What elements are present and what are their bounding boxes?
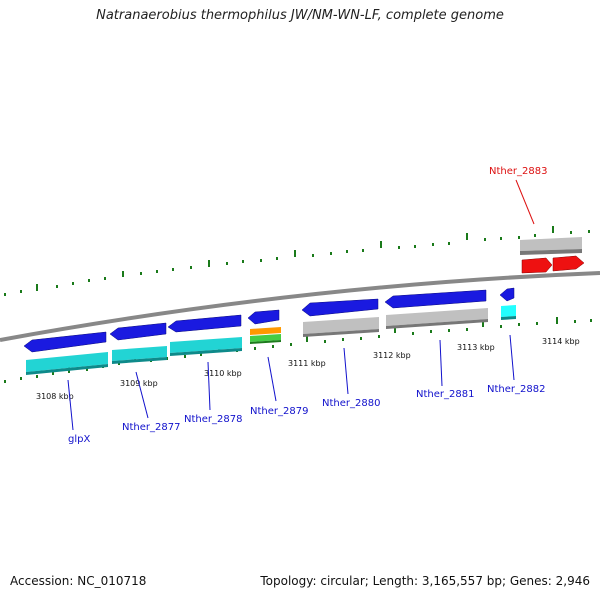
gene-arrow-nther-2881[interactable] bbox=[384, 289, 487, 309]
category-bar-nther-2877 bbox=[112, 346, 167, 361]
topology-text: Topology: circular; Length: 3,165,557 bp… bbox=[260, 574, 590, 588]
page-title: Natranaerobius thermophilus JW/NM-WN-LF,… bbox=[96, 8, 504, 23]
category-bar-nther-2879-orange bbox=[250, 327, 281, 335]
tick-label: 3114 kbp bbox=[542, 337, 580, 346]
forward-gene-group bbox=[520, 237, 585, 274]
category-bar-nther-2881 bbox=[386, 308, 488, 326]
lower-tick-track bbox=[4, 317, 592, 383]
upper-tick-track bbox=[4, 226, 590, 296]
genome-backbone bbox=[0, 271, 600, 342]
gene-label-nther-2883[interactable]: Nther_2883 bbox=[489, 166, 547, 177]
gene-arrow-nther-2880[interactable] bbox=[301, 298, 379, 317]
gene-arrow-glpX[interactable] bbox=[23, 331, 107, 353]
gene-label-nther-2879[interactable]: Nther_2879 bbox=[250, 406, 308, 417]
gene-arrow-nther-2883-b[interactable] bbox=[552, 255, 585, 272]
category-bar-nther-2883 bbox=[520, 237, 582, 251]
tick-label: 3108 kbp bbox=[36, 392, 74, 401]
cds-blue-track bbox=[23, 287, 515, 353]
gene-label-nther-2881[interactable]: Nther_2881 bbox=[416, 389, 474, 400]
category-bar-nther-2878 bbox=[170, 337, 242, 353]
gene-arrow-nther-2879[interactable] bbox=[247, 309, 280, 325]
tick-label: 3112 kbp bbox=[373, 351, 411, 360]
gene-label-nther-2878[interactable]: Nther_2878 bbox=[184, 414, 242, 425]
category-bar-nther-2879-green bbox=[250, 334, 281, 342]
category-bar-nther-2882 bbox=[501, 305, 516, 317]
tick-label: 3110 kbp bbox=[204, 369, 242, 378]
gene-label-nther-2880[interactable]: Nther_2880 bbox=[322, 398, 380, 409]
accession-text: Accession: NC_010718 bbox=[10, 574, 147, 588]
tick-label: 3113 kbp bbox=[457, 343, 495, 352]
category-track bbox=[26, 305, 516, 375]
gene-arrow-nther-2878[interactable] bbox=[167, 314, 242, 333]
gene-arrow-nther-2877[interactable] bbox=[109, 322, 167, 341]
gene-arrow-nther-2882[interactable] bbox=[499, 287, 515, 302]
gene-arrow-nther-2883-a[interactable] bbox=[521, 257, 553, 274]
gene-label-glpX[interactable]: glpX bbox=[68, 434, 90, 445]
category-bar-glpX bbox=[26, 352, 108, 372]
gene-label-nther-2882[interactable]: Nther_2882 bbox=[487, 384, 545, 395]
gene-label-nther-2877[interactable]: Nther_2877 bbox=[122, 422, 180, 433]
label-leaders bbox=[67, 179, 535, 431]
tick-label: 3111 kbp bbox=[288, 359, 326, 368]
category-bar-nther-2880 bbox=[303, 317, 379, 334]
